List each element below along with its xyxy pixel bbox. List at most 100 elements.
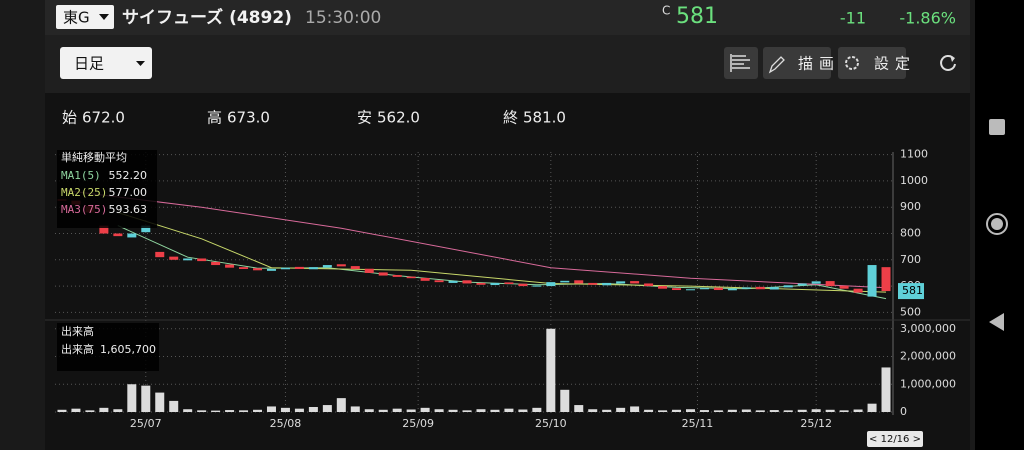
candle — [672, 288, 682, 291]
volume-bar — [783, 410, 793, 412]
volume-bar — [225, 410, 235, 412]
volume-bar — [476, 409, 486, 412]
candle — [266, 268, 276, 271]
volume-bar — [85, 410, 95, 412]
volume-label: 出来高 — [61, 342, 94, 356]
volume-bar — [699, 410, 709, 412]
back-button[interactable] — [989, 313, 1004, 331]
ma-legend-box — [57, 150, 157, 228]
date-tag-box — [867, 431, 923, 447]
volume-tick-label: 1,000,000 — [900, 377, 956, 390]
volume-bar — [350, 406, 360, 412]
candle — [462, 280, 472, 284]
volume-bar — [490, 409, 500, 412]
volume-bar — [672, 409, 682, 412]
candle — [825, 281, 835, 287]
volume-bar — [253, 409, 263, 412]
volume-bar — [713, 410, 723, 412]
volume-bar — [211, 410, 221, 412]
volume-tick-label: 3,000,000 — [900, 322, 956, 335]
settings-label: 設定 — [874, 55, 916, 73]
candle — [616, 281, 626, 284]
price: 581 — [676, 4, 718, 29]
volume-bar — [99, 407, 109, 412]
x-tick-label: 25/07 — [130, 417, 162, 430]
volume-bar — [266, 406, 276, 412]
recent-apps[interactable] — [989, 119, 1005, 135]
candle — [839, 285, 849, 289]
volume-bar — [616, 407, 626, 412]
stock-name: サイフューズ (4892) — [122, 7, 292, 28]
volume-bar — [127, 384, 137, 412]
volume-title: 出来高 — [61, 324, 94, 338]
ma-legend-name: MA1(5) — [61, 169, 101, 182]
volume-bar — [308, 407, 318, 412]
refresh-icon[interactable] — [940, 55, 956, 71]
ohlc-label: 安 — [357, 109, 372, 127]
y-tick-label: 700 — [900, 253, 921, 266]
period: 日足 — [74, 55, 104, 73]
volume-bar — [462, 410, 472, 412]
chart-bg — [45, 93, 970, 450]
candle — [434, 280, 444, 283]
volume-bar — [169, 400, 179, 412]
market: 東G — [63, 9, 90, 27]
candle — [727, 288, 737, 291]
ma-legend-value: 593.63 — [109, 203, 148, 216]
candle — [141, 225, 151, 233]
candle — [546, 282, 556, 287]
volume-tick-label: 0 — [900, 405, 907, 418]
dropdown-arrow — [99, 14, 109, 20]
ma-legend-name: MA3(75) — [61, 203, 107, 216]
candle — [867, 265, 877, 297]
volume-bar — [294, 408, 304, 412]
candle — [253, 268, 263, 271]
volume-bar — [769, 410, 779, 412]
volume-bar — [644, 409, 654, 412]
y-tick-label: 500 — [900, 305, 921, 318]
candle — [294, 266, 304, 269]
candle — [169, 256, 179, 260]
volume-bar — [392, 408, 402, 412]
ohlc-value: 581.0 — [523, 109, 566, 127]
volume-bar — [239, 410, 249, 412]
volume-bar — [867, 403, 877, 412]
volume-legend-box — [57, 323, 159, 371]
candle — [797, 283, 807, 286]
candle — [741, 287, 751, 289]
ohlc-label: 高 — [207, 109, 222, 127]
volume-bar — [825, 409, 835, 412]
candle — [769, 287, 779, 290]
volume-bar — [839, 410, 849, 412]
volume-bar — [183, 409, 193, 412]
candle — [713, 287, 723, 291]
candle — [755, 286, 765, 290]
settings-button[interactable] — [838, 47, 906, 79]
y-tick-label: 1100 — [900, 148, 928, 161]
ohlc-value: 672.0 — [82, 109, 125, 127]
ohlc-label: 始 — [62, 109, 77, 127]
candle — [280, 267, 290, 270]
y-tick-label: 800 — [900, 227, 921, 240]
volume-bar — [280, 407, 290, 412]
volume-bar — [448, 409, 458, 412]
draw-button[interactable] — [763, 47, 831, 79]
period-select[interactable] — [60, 47, 152, 79]
dropdown-arrow — [136, 61, 145, 66]
volume-bar — [560, 389, 570, 412]
price-tag-box — [898, 283, 924, 300]
y-tick-label: 900 — [900, 200, 921, 213]
candle — [532, 285, 542, 287]
date-tag: < 12/16 > — [869, 434, 921, 445]
volume-bar — [406, 409, 416, 412]
ohlc-value: 673.0 — [227, 109, 270, 127]
ma-legend-name: MA2(25) — [61, 186, 107, 199]
candle — [322, 265, 332, 268]
volume-bar — [546, 328, 556, 412]
indicator-button[interactable] — [724, 47, 758, 79]
home-button[interactable] — [986, 213, 1008, 235]
volume-bar — [57, 409, 67, 412]
volume-bar — [685, 409, 695, 412]
market-select[interactable] — [56, 5, 114, 29]
